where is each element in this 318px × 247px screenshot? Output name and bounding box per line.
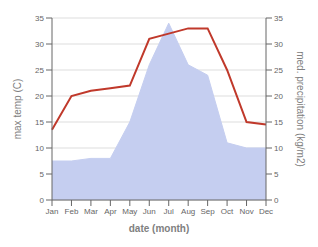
svg-text:25: 25 xyxy=(35,66,44,75)
svg-text:0: 0 xyxy=(274,196,279,205)
svg-text:med. precipitation (kg/m2): med. precipitation (kg/m2) xyxy=(295,51,306,167)
svg-text:30: 30 xyxy=(274,40,283,49)
svg-text:15: 15 xyxy=(274,118,283,127)
svg-text:max temp (C): max temp (C) xyxy=(12,79,23,140)
svg-text:35: 35 xyxy=(274,14,283,23)
svg-text:Nov: Nov xyxy=(239,207,253,216)
svg-text:Jun: Jun xyxy=(143,207,156,216)
svg-text:Aug: Aug xyxy=(181,207,195,216)
svg-text:15: 15 xyxy=(35,118,44,127)
svg-text:May: May xyxy=(122,207,137,216)
svg-text:20: 20 xyxy=(274,92,283,101)
svg-text:25: 25 xyxy=(274,66,283,75)
svg-text:Mar: Mar xyxy=(84,207,98,216)
svg-text:5: 5 xyxy=(274,170,279,179)
svg-text:20: 20 xyxy=(35,92,44,101)
svg-text:0: 0 xyxy=(40,196,45,205)
svg-text:date (month): date (month) xyxy=(129,223,190,234)
svg-text:Dec: Dec xyxy=(259,207,273,216)
svg-text:Feb: Feb xyxy=(65,207,79,216)
svg-text:5: 5 xyxy=(40,170,45,179)
svg-text:10: 10 xyxy=(274,144,283,153)
svg-text:10: 10 xyxy=(35,144,44,153)
svg-text:Jul: Jul xyxy=(164,207,174,216)
svg-text:Apr: Apr xyxy=(104,207,117,216)
svg-text:Oct: Oct xyxy=(221,207,234,216)
svg-text:30: 30 xyxy=(35,40,44,49)
svg-text:Jan: Jan xyxy=(46,207,59,216)
svg-text:Sep: Sep xyxy=(201,207,216,216)
svg-text:35: 35 xyxy=(35,14,44,23)
